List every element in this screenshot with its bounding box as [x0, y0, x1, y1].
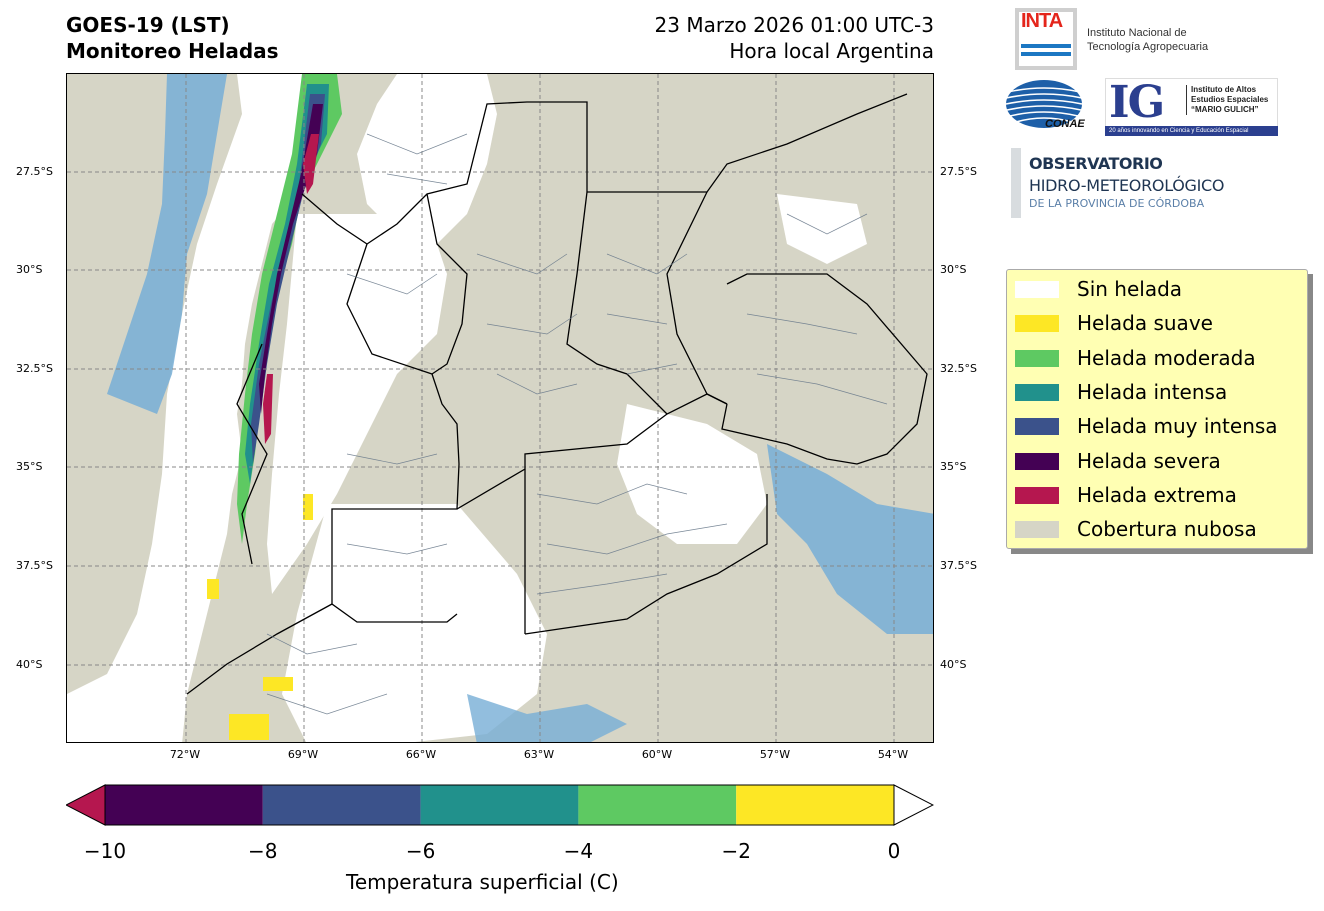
lon-label-4: 60°W — [641, 748, 673, 761]
ig-line3: “MARIO GULICH” — [1191, 105, 1259, 114]
lon-label-5: 57°W — [759, 748, 791, 761]
colorbar-segment-0 — [105, 785, 263, 825]
lat-label-right-1: 30°S — [940, 263, 967, 276]
lat-label-right-0: 27.5°S — [940, 165, 977, 178]
lat-label-right-2: 32.5°S — [940, 362, 977, 375]
colorbar-border — [104, 784, 895, 826]
colorbar-segment-1 — [262, 785, 421, 825]
timezone-text: Hora local Argentina — [729, 39, 934, 63]
inta-name-line2: Tecnología Agropecuaria — [1087, 41, 1209, 53]
lon-label-2: 66°W — [405, 748, 437, 761]
colorbar — [66, 784, 934, 826]
province-borders — [186, 93, 928, 695]
light-frost-patches — [207, 494, 313, 740]
legend-swatch — [1015, 418, 1059, 436]
lat-label-right-4: 37.5°S — [940, 559, 977, 572]
frost-map — [66, 73, 934, 743]
legend-label: Helada intensa — [1077, 379, 1228, 404]
legend-swatch — [1015, 521, 1059, 539]
legend-swatch — [1015, 315, 1059, 333]
title-satellite: GOES-19 (LST) — [66, 13, 230, 37]
observatorio-subtitle: HIDRO-METEOROLÓGICO — [1029, 176, 1225, 195]
lat-label-left-2: 32.5°S — [16, 362, 53, 375]
map-datetime: 23 Marzo 2026 01:00 UTC-3 Hora local Arg… — [560, 12, 934, 64]
lat-label-right-5: 40°S — [940, 658, 967, 671]
lon-label-1: 69°W — [287, 748, 319, 761]
legend-swatch — [1015, 383, 1059, 401]
inta-name: Instituto Nacional de Tecnología Agropec… — [1087, 26, 1208, 54]
ig-logo-text: Instituto de Altos Estudios Espaciales “… — [1186, 85, 1268, 115]
lon-label-6: 54°W — [877, 748, 909, 761]
graticule — [67, 74, 933, 742]
frost-band — [237, 74, 342, 544]
title-product: Monitoreo Heladas — [66, 39, 279, 63]
clear-region-northeast — [777, 194, 867, 264]
lat-label-left-5: 40°S — [16, 658, 43, 671]
legend-label: Sin helada — [1077, 277, 1183, 301]
colorbar-tick-label: −8 — [248, 839, 278, 863]
colorbar-segment-2 — [420, 785, 579, 825]
datetime-text: 23 Marzo 2026 01:00 UTC-3 — [654, 13, 934, 37]
legend-label: Helada muy intensa — [1077, 414, 1278, 439]
inta-name-line1: Instituto Nacional de — [1087, 27, 1187, 39]
lat-label-left-1: 30°S — [16, 263, 43, 276]
inta-logo: INTA — [1015, 8, 1077, 70]
department-borders — [266, 133, 888, 715]
legend-label: Helada severa — [1077, 448, 1221, 473]
clear-region-south — [282, 504, 547, 742]
colorbar-tick-label: −4 — [563, 839, 594, 863]
legend-swatch — [1015, 486, 1059, 504]
offshore-blue — [107, 74, 227, 414]
colorbar-label: Temperatura superficial (C) — [346, 870, 619, 894]
observatorio-logo-bar — [1011, 148, 1021, 218]
clear-region-east — [617, 404, 767, 544]
conae-logo — [1005, 80, 1083, 128]
colorbar-tick-label: −2 — [721, 839, 751, 863]
legend-swatch — [1015, 452, 1059, 470]
observatorio-province: DE LA PROVINCIA DE CÓRDOBA — [1029, 197, 1205, 210]
ig-logo-mark: IG — [1109, 77, 1165, 128]
legend-label: Cobertura nubosa — [1077, 517, 1257, 542]
lon-label-0: 72°W — [169, 748, 201, 761]
ig-logo-bar: 20 años innovando en Ciencia y Educación… — [1105, 126, 1278, 136]
lat-label-left-4: 37.5°S — [16, 559, 53, 572]
legend-swatch — [1015, 281, 1059, 298]
colorbar-tick-label: 0 — [887, 839, 901, 863]
map-title: GOES-19 (LST) Monitoreo Heladas — [66, 12, 279, 64]
legend: Sin helada Helada suave Helada moderada Hel… — [1006, 269, 1308, 549]
observatorio-title: OBSERVATORIO — [1029, 154, 1163, 173]
ig-line1: Instituto de Altos — [1191, 85, 1257, 94]
lat-label-right-3: 35°S — [940, 460, 967, 473]
inta-logo-word: INTA — [1021, 10, 1063, 32]
lat-label-left-3: 35°S — [16, 460, 43, 473]
map-canvas — [67, 74, 933, 742]
colorbar-over-arrow — [893, 784, 934, 826]
legend-label: Helada extrema — [1077, 482, 1237, 507]
ig-line2: Estudios Espaciales — [1191, 95, 1269, 104]
legend-label: Helada moderada — [1077, 345, 1256, 370]
atlantic-blue-south — [467, 694, 627, 742]
legend-label: Helada suave — [1077, 311, 1213, 336]
colorbar-under-arrow — [66, 784, 106, 826]
colorbar-tick-label: −6 — [405, 839, 436, 863]
colorbar-segment-3 — [578, 785, 737, 825]
legend-swatch — [1015, 349, 1059, 367]
lat-label-left-0: 27.5°S — [16, 165, 53, 178]
clear-region-north — [357, 74, 497, 244]
conae-logo-word: CONAE — [1045, 118, 1085, 130]
colorbar-tick-label: −10 — [83, 839, 127, 863]
colorbar-segment-4 — [736, 785, 894, 825]
lon-label-3: 63°W — [523, 748, 555, 761]
atlantic-blue — [767, 444, 933, 634]
